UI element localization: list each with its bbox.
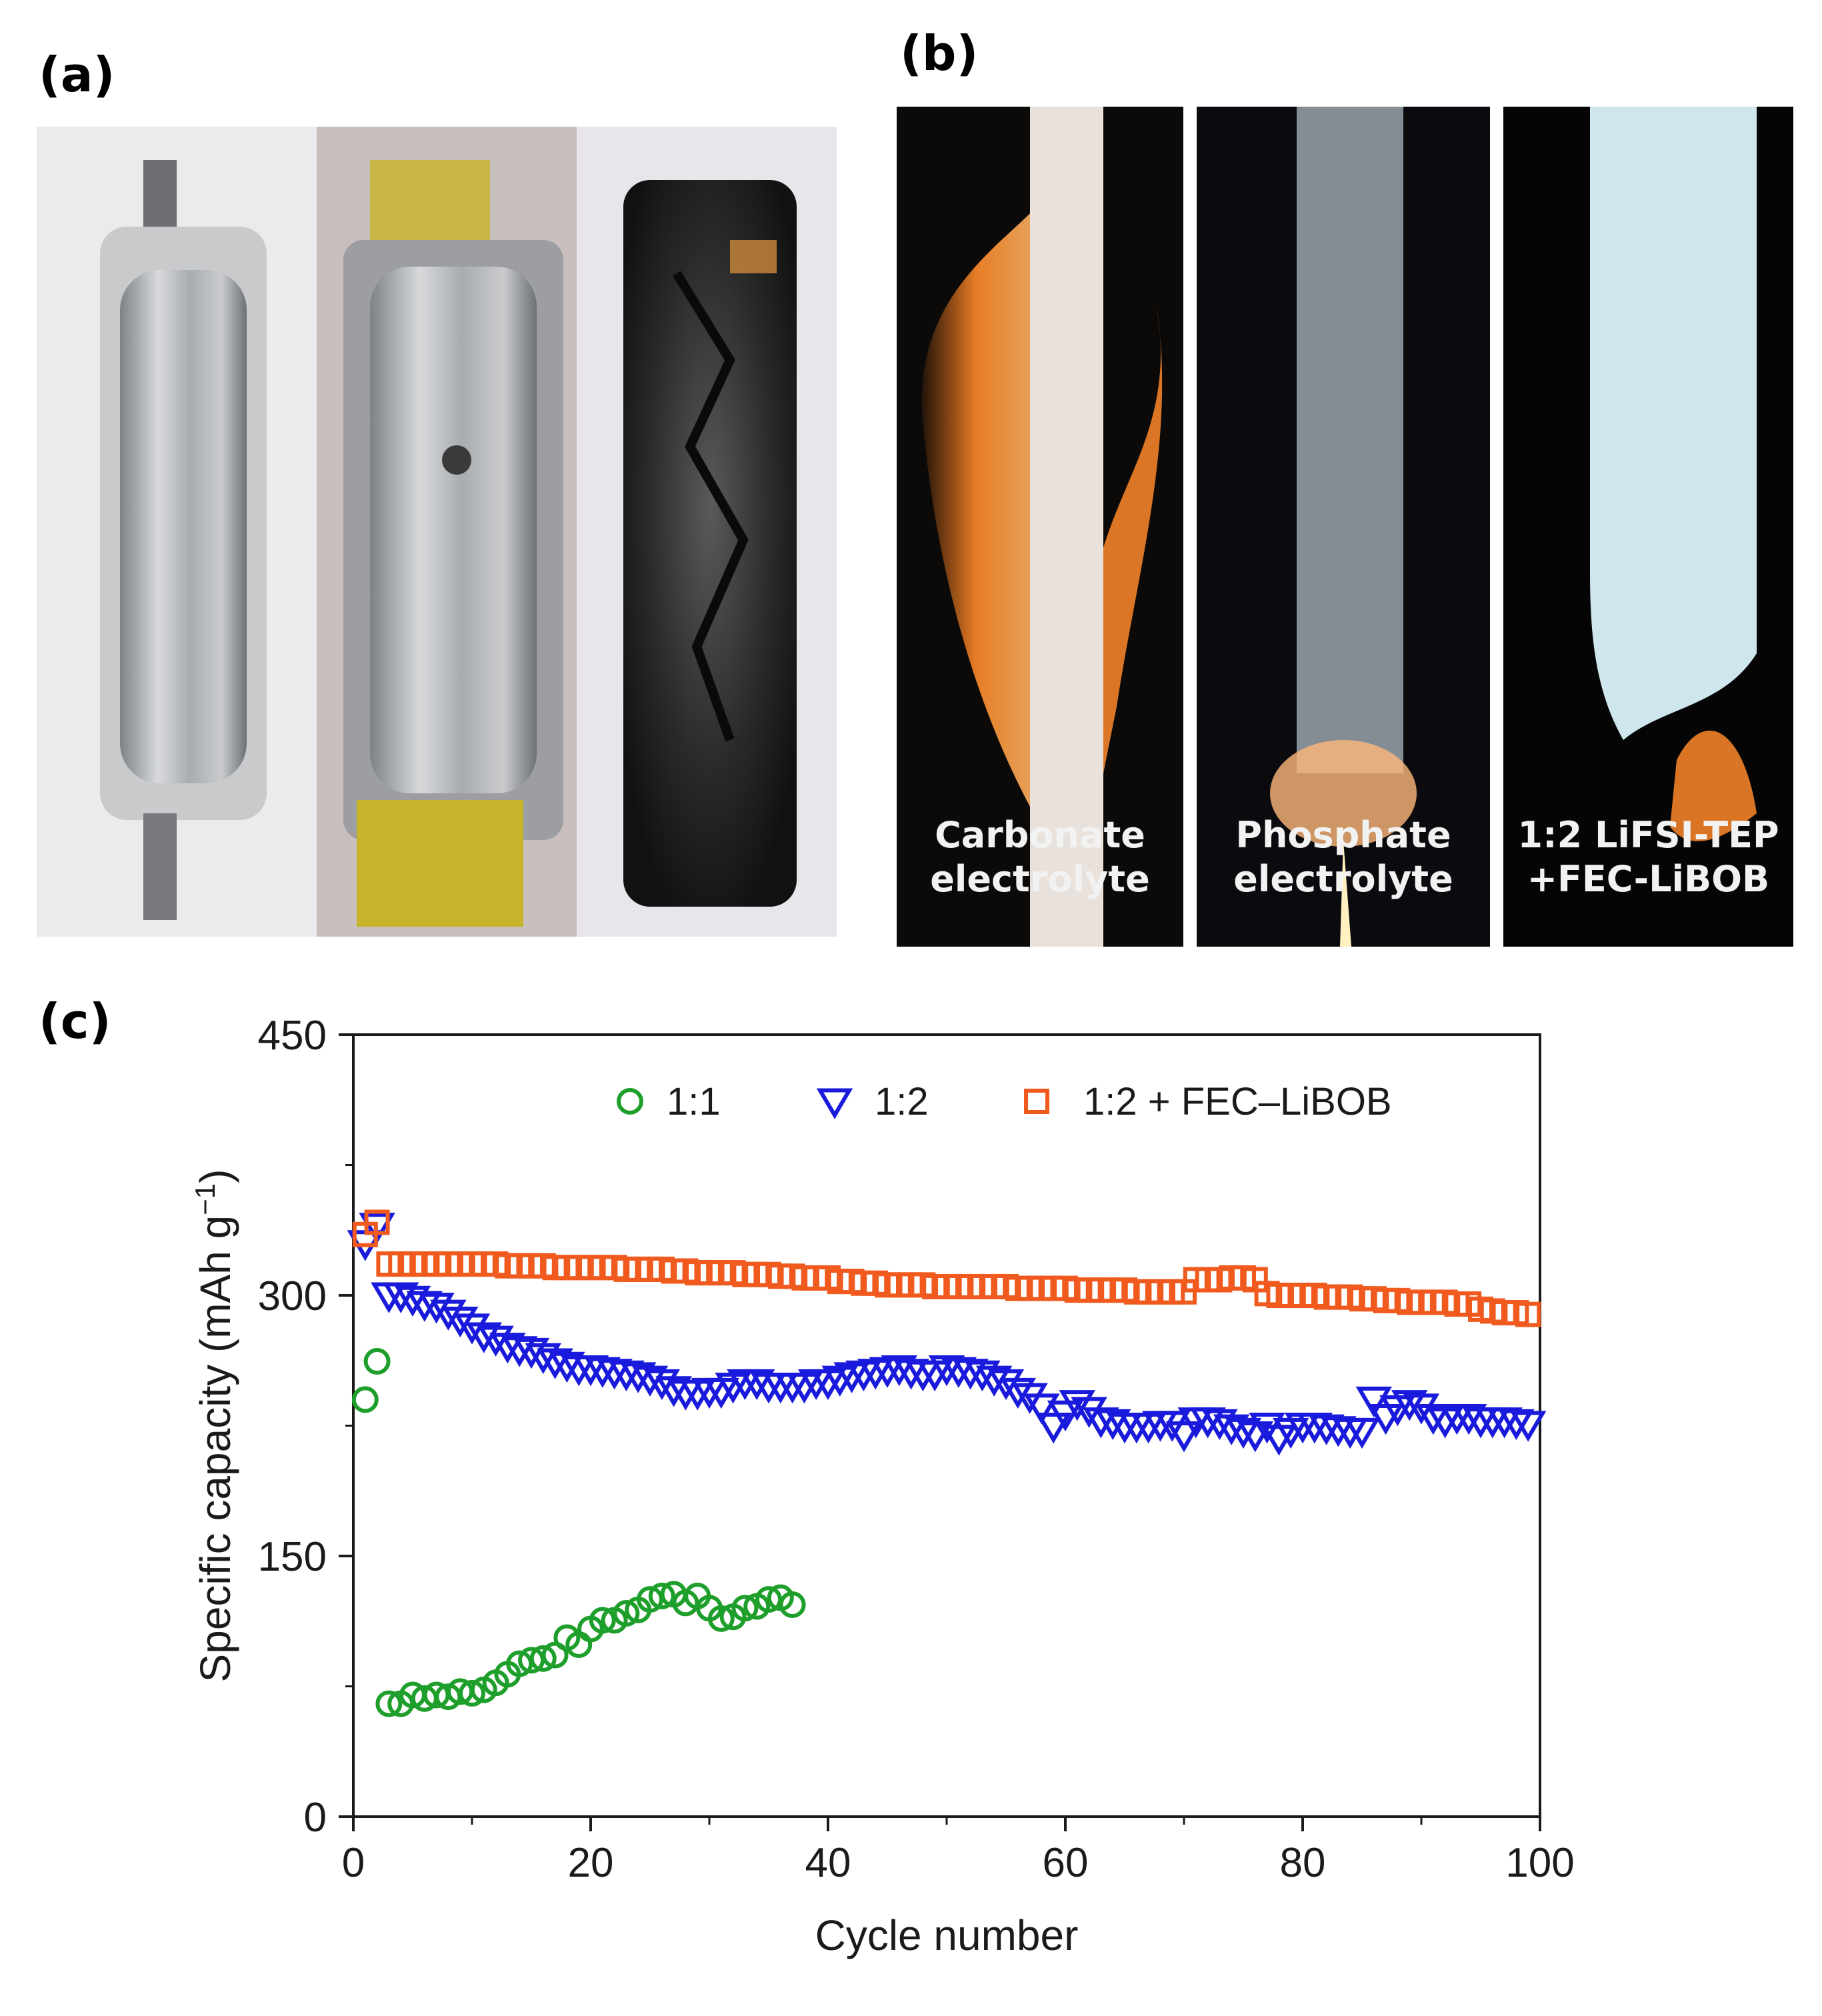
data-point [738,1369,775,1401]
data-point [779,1591,806,1618]
data-point [1515,1301,1541,1327]
data-point [441,1306,479,1338]
data-point [359,1213,395,1244]
legend-marker [617,1088,643,1115]
data-point [755,1586,782,1613]
data-point [465,1322,503,1353]
x-tick-label: 20 [568,1840,614,1886]
series-3-markers [352,1209,1541,1327]
data-point [364,1209,390,1235]
y-axis-title-close: ) [191,1169,239,1183]
x-tick-label: 60 [1043,1840,1089,1886]
x-axis-title: Cycle number [815,1911,1079,1959]
y-tick-label: 0 [304,1795,327,1841]
data-point [631,1365,669,1397]
legend-label: 1:2 [875,1080,929,1123]
data-point [529,1645,557,1672]
data-point [1094,1409,1131,1441]
data-point [375,1690,403,1717]
data-point [525,1343,562,1375]
data-point [637,1586,663,1613]
legend-marker [816,1088,853,1119]
data-point [1225,1417,1262,1449]
battery-photos-illustration [37,127,837,937]
data-point [513,1337,550,1369]
data-point [1011,1383,1048,1415]
x-tick-label: 100 [1505,1840,1574,1886]
data-point [1343,1417,1381,1449]
capacity-chart: 0 20 40 60 80 100 0 150 300 450 1:1 1:2 1:2 + FEC–L… [189,1013,1575,1959]
data-point [1450,1403,1487,1435]
panel-b-photo-2: Phosphate electrolyte [1197,107,1490,947]
data-point [648,1582,675,1609]
data-point [1201,1409,1238,1441]
data-point [643,1369,681,1401]
data-point [382,1282,419,1313]
data-point [489,1333,526,1364]
data-point [1047,1400,1084,1432]
panel-b-label: (b) [900,25,979,81]
panel-b-photo-1: Carbonate electrolyte [897,107,1183,947]
data-point [1035,1413,1072,1444]
x-tick-label: 40 [805,1840,851,1886]
data-point [619,1362,657,1393]
caption-2-line1: Phosphate [1235,814,1451,856]
data-point [518,1647,545,1674]
data-point [1059,1390,1096,1421]
data-point [613,1600,640,1627]
data-point [363,1348,391,1375]
data-point [589,1607,616,1634]
data-point [1153,1411,1191,1442]
data-point [1165,1421,1203,1453]
data-point [655,1376,692,1407]
data-point [999,1377,1037,1409]
caption-3-line1: 1:2 LiFSI-TEP [1517,814,1779,856]
data-point [549,1351,585,1383]
series-1-markers [351,1348,806,1717]
lifsi-tep-burning-illustration [1590,107,1757,841]
data-point [459,1679,485,1707]
y-axis-title-main: Specific capacity (mAh g [191,1215,239,1683]
carbonate-burning-illustration [921,107,1163,947]
series-2-markers [347,1213,1547,1456]
y-tick-label: 450 [258,1013,327,1059]
panel-a-label: (a) [39,47,115,103]
data-point [537,1348,573,1379]
data-point [707,1605,735,1632]
data-point [881,1355,918,1387]
data-point [731,1595,759,1622]
data-point [964,1360,1001,1392]
data-point [1355,1386,1393,1418]
panel-b-photo-3: 1:2 LiFSI-TEP +FEC-LiBOB [1503,107,1793,947]
caption-1-line1: Carbonate [935,814,1145,856]
data-point [477,1325,514,1357]
axis-ticks: 0 20 40 60 80 100 0 150 300 450 [258,1013,1575,1886]
legend-marker [1024,1089,1049,1114]
caption-2-line2: electrolyte [1233,858,1453,900]
y-axis-title-sup: −1 [189,1183,221,1215]
panel-a-photo [37,127,837,937]
data-point [351,1386,379,1413]
x-tick-label: 0 [342,1840,365,1886]
legend-label: 1:2 + FEC–LiBOB [1083,1080,1392,1123]
data-markers [347,1209,1547,1717]
data-point [506,1650,533,1677]
data-point [1023,1393,1060,1425]
x-tick-label: 80 [1280,1840,1326,1886]
legend: 1:1 1:2 1:2 + FEC–LiBOB [617,1080,1392,1123]
y-tick-label: 300 [258,1273,327,1319]
phosphate-burning-illustration [1270,107,1417,947]
caption-1-line2: electrolyte [930,858,1150,900]
data-point [1213,1414,1250,1445]
y-axis-title: Specific capacity (mAh g−1) [189,1169,240,1683]
data-point [1415,1403,1452,1435]
data-point [1509,1411,1547,1442]
caption-3-line2: +FEC-LiBOB [1527,858,1770,900]
data-point [394,1285,431,1317]
legend-label: 1:1 [667,1080,721,1123]
y-tick-label: 150 [258,1534,327,1580]
panel-c-label: (c) [39,993,111,1049]
